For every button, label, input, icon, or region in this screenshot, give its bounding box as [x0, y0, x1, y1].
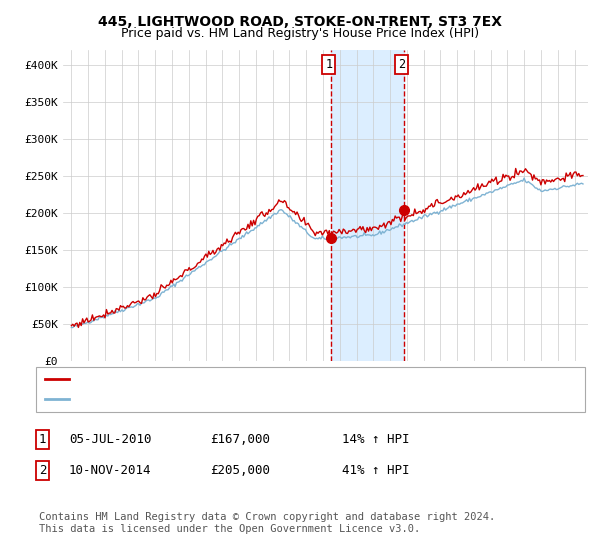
Text: 2: 2	[398, 58, 405, 71]
Text: 10-NOV-2014: 10-NOV-2014	[69, 464, 151, 477]
Text: Contains HM Land Registry data © Crown copyright and database right 2024.
This d: Contains HM Land Registry data © Crown c…	[39, 512, 495, 534]
Text: 41% ↑ HPI: 41% ↑ HPI	[342, 464, 409, 477]
Text: £167,000: £167,000	[210, 433, 270, 446]
Text: 445, LIGHTWOOD ROAD, STOKE-ON-TRENT, ST3 7EX (detached house): 445, LIGHTWOOD ROAD, STOKE-ON-TRENT, ST3…	[75, 373, 509, 386]
Text: 2: 2	[39, 464, 47, 477]
Text: HPI: Average price, detached house, Stoke-on-Trent: HPI: Average price, detached house, Stok…	[75, 393, 431, 405]
Text: 05-JUL-2010: 05-JUL-2010	[69, 433, 151, 446]
Text: Price paid vs. HM Land Registry's House Price Index (HPI): Price paid vs. HM Land Registry's House …	[121, 27, 479, 40]
Bar	[331, 50, 404, 361]
Text: £205,000: £205,000	[210, 464, 270, 477]
Text: 445, LIGHTWOOD ROAD, STOKE-ON-TRENT, ST3 7EX: 445, LIGHTWOOD ROAD, STOKE-ON-TRENT, ST3…	[98, 15, 502, 29]
Text: 1: 1	[39, 433, 47, 446]
Text: 1: 1	[325, 58, 332, 71]
Text: 14% ↑ HPI: 14% ↑ HPI	[342, 433, 409, 446]
